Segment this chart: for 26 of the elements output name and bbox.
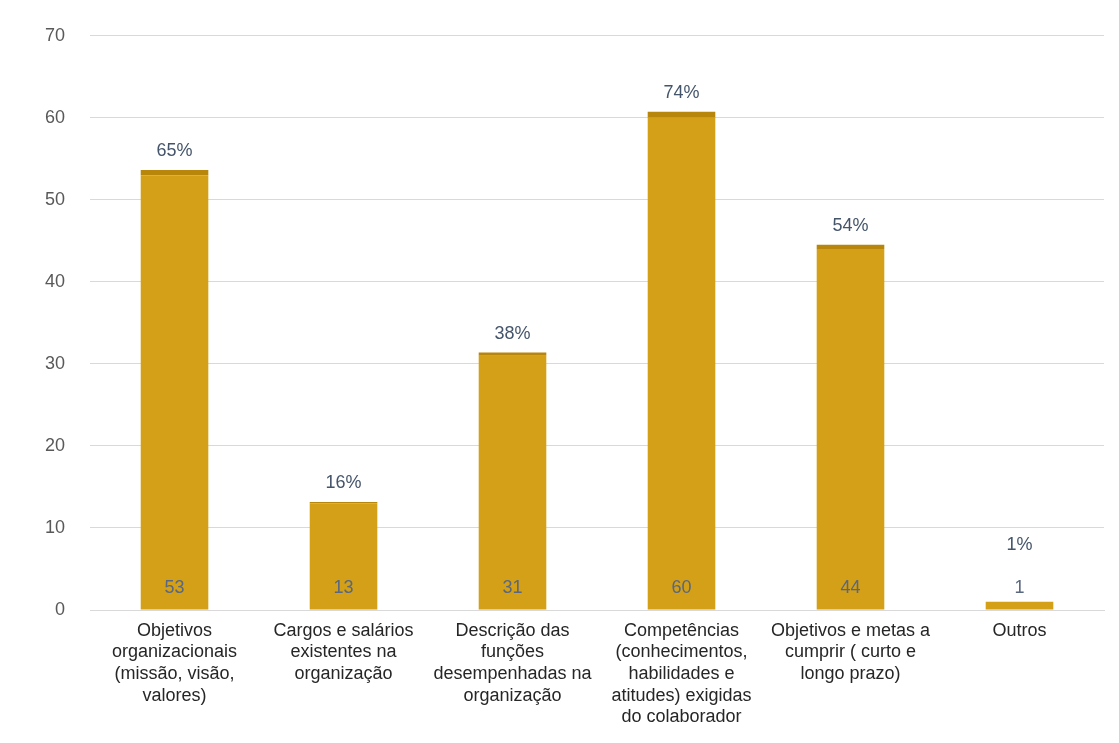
data-label: 44: [840, 577, 861, 598]
x-tick-label: Objetivos organizacionais (missão, visão, valores): [111, 619, 238, 705]
x-tick-label: Cargos e salários existentes na organização: [273, 619, 414, 683]
data-label: 74%: [663, 81, 700, 102]
data-label: 54%: [832, 214, 869, 235]
y-tick-label: 70: [44, 24, 66, 45]
y-tick-label: 20: [44, 434, 66, 455]
x-tick-label: Descrição das funções desempenhadas na organização: [433, 619, 593, 705]
y-tick-label: 0: [55, 598, 66, 619]
y-tick-label: 60: [44, 106, 66, 127]
y-tick-label: 40: [44, 270, 66, 291]
x-tick-label: Objetivos e metas a cumprir ( curto e longo prazo): [770, 619, 932, 683]
data-label: 65%: [156, 139, 193, 160]
x-tick-label: Outros: [992, 619, 1047, 640]
y-tick-label: 30: [44, 352, 66, 373]
data-label: 1: [1014, 577, 1025, 598]
data-label: 38%: [494, 322, 531, 343]
y-tick-label: 50: [44, 188, 66, 209]
data-label: 16%: [325, 472, 362, 493]
y-tick-label: 10: [44, 516, 66, 537]
x-tick-label: Competências (conhecimentos, habilidades e atitudes) exigidas do colaborador: [611, 619, 752, 727]
data-label: 60: [671, 577, 692, 598]
data-label: 31: [502, 577, 523, 598]
data-label: 53: [164, 577, 185, 598]
data-label: 1%: [1006, 534, 1033, 555]
data-label: 13: [333, 577, 354, 598]
